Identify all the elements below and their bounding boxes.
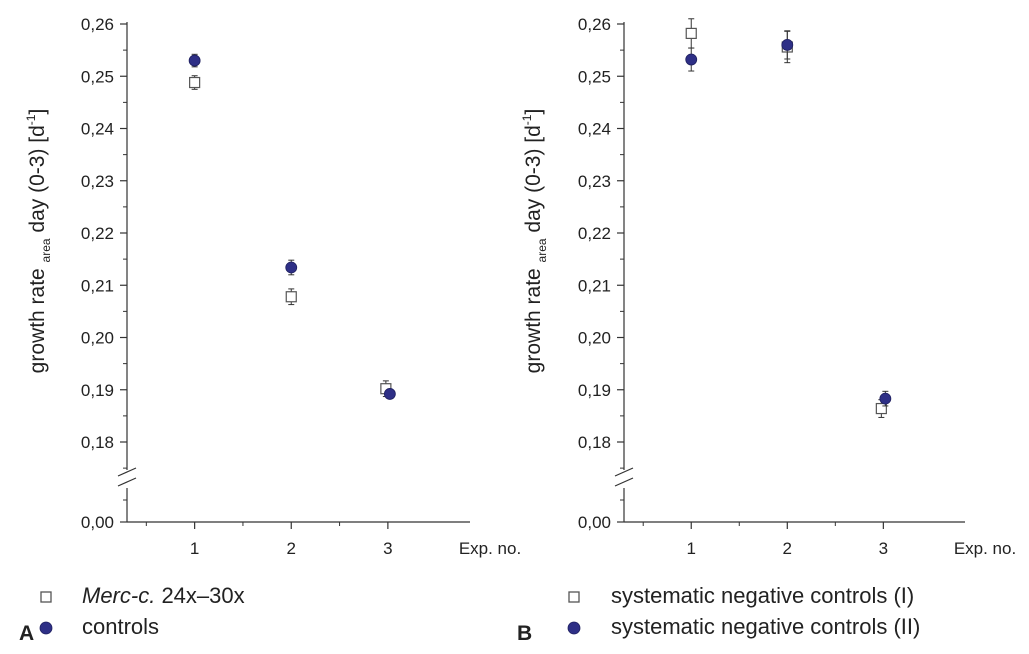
data-point-circle [685,53,698,66]
data-point-square [285,291,297,303]
y-tick-label: 0,26 [578,15,611,34]
panel-b: 0,18 0,19 0,20 0,21 0,22 0,23 0,24 0,25 0,26 0,00… [517,15,1016,645]
y-tick-label-zero: 0,00 [578,513,611,532]
data-point-circle [879,392,892,405]
x-tick-label: 3 [383,539,392,558]
data-point-circle [285,261,298,274]
y-tick-label: 0,20 [578,329,611,348]
x-tick-label: 1 [190,539,199,558]
panel-label: B [517,622,532,645]
y-tick-label: 0,25 [81,67,114,86]
x-tick-label: 1 [687,539,696,558]
legend-marker-circle [567,621,581,635]
y-tick-label: 0,19 [81,381,114,400]
legend-marker-square [568,591,580,603]
y-tick-label: 0,23 [81,172,114,191]
axis-break-mark [117,477,137,487]
data-point-circle [188,54,201,67]
legend-marker-square [40,591,52,603]
legend-label: systematic negative controls (I) [611,583,914,608]
data-point-circle [383,388,396,400]
y-axis-label: growth rate area day (0-3) [d-1] [24,109,53,374]
panel-label: A [19,622,34,645]
data-point-circle [781,39,794,51]
x-axis-label: Exp. no. [954,539,1016,558]
y-tick-label: 0,24 [578,120,611,139]
y-tick-label: 0,26 [81,15,114,34]
y-tick-label: 0,24 [81,120,114,139]
y-tick-label: 0,18 [578,433,611,452]
x-tick-label: 2 [287,539,296,558]
y-tick-label: 0,21 [81,276,114,295]
y-tick-label: 0,18 [81,433,114,452]
y-tick-label: 0,20 [81,329,114,348]
data-point-square [685,27,697,40]
legend-label: systematic negative controls (II) [611,614,920,639]
legend-marker-circle [39,621,53,635]
y-axis-label: growth rate area day (0-3) [d-1] [520,109,549,374]
y-tick-label: 0,19 [578,381,611,400]
axis-break-mark [614,467,634,477]
x-tick-label: 3 [879,539,888,558]
axis-break-mark [117,467,137,477]
legend-label: controls [82,614,159,639]
y-tick-label: 0,23 [578,172,611,191]
data-point-square [189,76,201,89]
y-tick-label: 0,22 [81,224,114,243]
axis-break-mark [614,477,634,487]
legend-label: Merc-c. 24x–30x [82,583,245,608]
y-tick-label: 0,22 [578,224,611,243]
y-tick-label: 0,25 [578,67,611,86]
x-axis-label: Exp. no. [459,539,521,558]
x-tick-label: 2 [783,539,792,558]
y-tick-label: 0,21 [578,276,611,295]
data-point-square [875,402,887,415]
panel-a: 0,18 0,19 0,20 0,21 0,22 0,23 0,24 0,25 0,26 0,00… [19,15,521,645]
y-tick-label-zero: 0,00 [81,513,114,532]
